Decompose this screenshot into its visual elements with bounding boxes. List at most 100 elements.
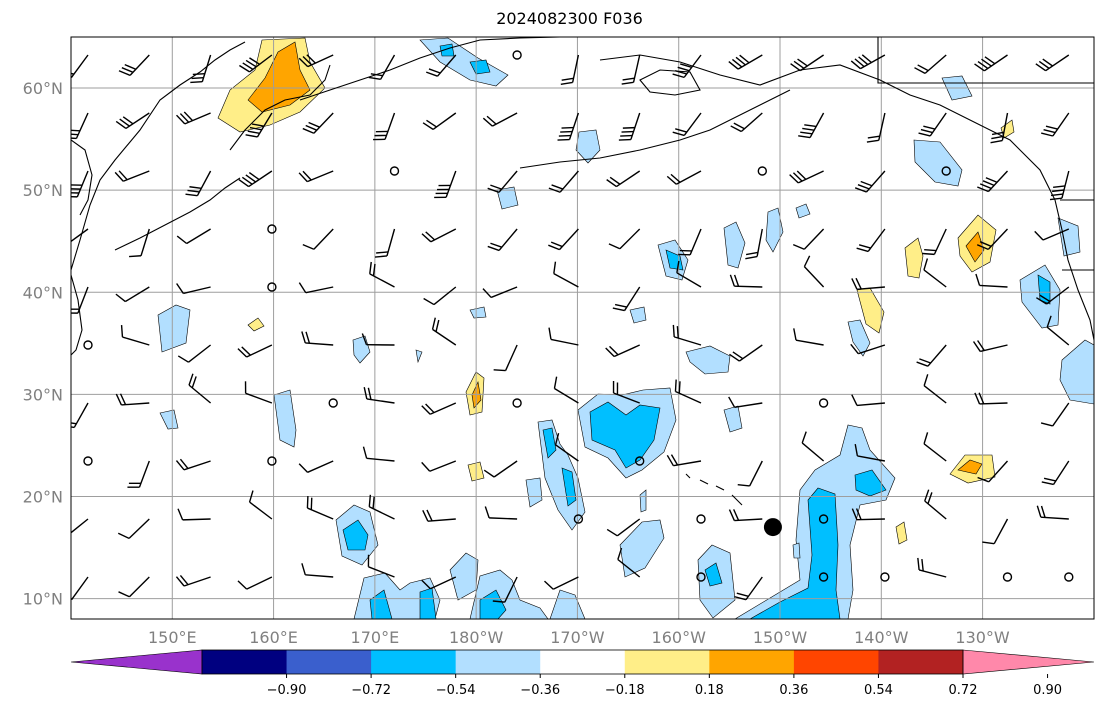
colorbar-segment [540, 650, 626, 674]
wind-barb [977, 170, 1009, 193]
wind-barb [83, 340, 93, 350]
wind-barb [306, 496, 334, 520]
positive-core [247, 41, 311, 113]
colorbar-segment [371, 650, 457, 674]
coastline-bering [639, 69, 701, 96]
coastlines [71, 37, 1094, 506]
wind-barb [298, 282, 334, 294]
wind-barb [434, 170, 457, 199]
wind-barb [676, 260, 702, 288]
lon-tick-label: 130°W [955, 628, 1010, 647]
lon-tick-label: 140°W [854, 628, 909, 647]
wind-barb [301, 563, 334, 578]
wind-barb [373, 112, 396, 141]
wind-barb [728, 509, 763, 522]
wind-barb [729, 344, 763, 362]
negative-area [723, 221, 746, 269]
coastline-asia [71, 139, 93, 216]
colorbar-tick-label: 0.54 [864, 683, 893, 698]
wind-barb [1035, 286, 1070, 305]
wind-barb [120, 325, 150, 346]
wind-barb [1034, 228, 1070, 241]
wind-barb [71, 170, 89, 198]
negative-area [469, 306, 487, 319]
wind-barb [606, 170, 641, 188]
map-frame [70, 36, 1095, 620]
lon-tick-label: 160°E [249, 628, 298, 647]
wind-barbs [71, 50, 1074, 603]
negative-core [542, 427, 557, 459]
lat-tick-label: 40°N [23, 283, 63, 302]
wind-barb [237, 344, 273, 358]
wind-barb [237, 576, 273, 590]
wind-barb [422, 112, 457, 130]
wind-barb [302, 228, 334, 250]
colorbar-tick-label: −0.72 [351, 683, 391, 698]
wind-barb [114, 170, 150, 182]
wind-barb [239, 54, 273, 73]
wind-barb [923, 374, 947, 404]
wind-barb [548, 170, 579, 193]
wind-barb [177, 508, 211, 521]
colorbar-segment [709, 650, 795, 674]
wind-barb [972, 340, 1008, 353]
wind-barb [298, 170, 334, 183]
wind-barb [367, 554, 395, 578]
wind-barb [71, 576, 89, 601]
lon-tick-label: 170°W [550, 628, 605, 647]
wind-barb [976, 228, 1009, 251]
wind-barb [71, 286, 89, 314]
wind-barb [621, 54, 641, 85]
wind-barb [487, 228, 518, 252]
colorbar-extend-high [962, 649, 1095, 675]
wind-barb [115, 393, 150, 406]
wind-barb [672, 112, 702, 137]
negative-area [795, 203, 811, 219]
negative-core [419, 587, 437, 619]
wind-barb [553, 261, 579, 288]
longitude-labels: 150°E 160°E 170°E 180°W 170°W 160°W 150°W 140°W… [148, 628, 1010, 647]
wind-barb [483, 460, 518, 478]
lon-tick-label: 170°E [351, 628, 400, 647]
colorbar-segment [624, 650, 710, 674]
coastline-kamchatka [229, 64, 331, 151]
location-marker [763, 518, 782, 537]
positive-core [965, 231, 985, 263]
wind-barb [190, 54, 212, 84]
wind-barb [974, 392, 1008, 405]
wind-barb [127, 460, 150, 488]
coastline-asia [71, 274, 83, 356]
coastline-alaska [599, 54, 1056, 201]
wind-barb [115, 112, 150, 130]
wind-barb [737, 460, 763, 487]
wind-barb [368, 54, 396, 81]
wind-barb [1035, 54, 1070, 72]
wind-barb [803, 255, 825, 288]
wind-barb [982, 518, 1009, 545]
wind-barb [548, 327, 579, 346]
lat-tick-label: 60°N [23, 79, 63, 98]
wind-barb [176, 283, 211, 295]
wind-barb [362, 446, 395, 462]
wind-barb [71, 518, 89, 534]
negative-area [449, 552, 479, 601]
lon-tick-label: 150°E [148, 628, 197, 647]
wind-barb [302, 112, 334, 134]
wind-barb [818, 398, 829, 408]
negative-area [549, 589, 586, 619]
wind-barb [666, 170, 702, 185]
wind-barb [792, 228, 825, 250]
negative-area [1057, 217, 1081, 257]
wind-barb [818, 514, 829, 524]
negative-area [575, 129, 601, 164]
wind-barb [176, 111, 211, 125]
wind-barb [977, 460, 1009, 483]
negative-area [1059, 339, 1094, 405]
lat-tick-label: 10°N [23, 590, 63, 609]
wind-barb [244, 381, 273, 404]
lon-tick-label: 160°W [652, 628, 707, 647]
coastline-bc [1054, 199, 1094, 341]
positive-area [895, 521, 908, 545]
wind-barb [612, 286, 641, 312]
colorbar-segment [878, 650, 964, 674]
